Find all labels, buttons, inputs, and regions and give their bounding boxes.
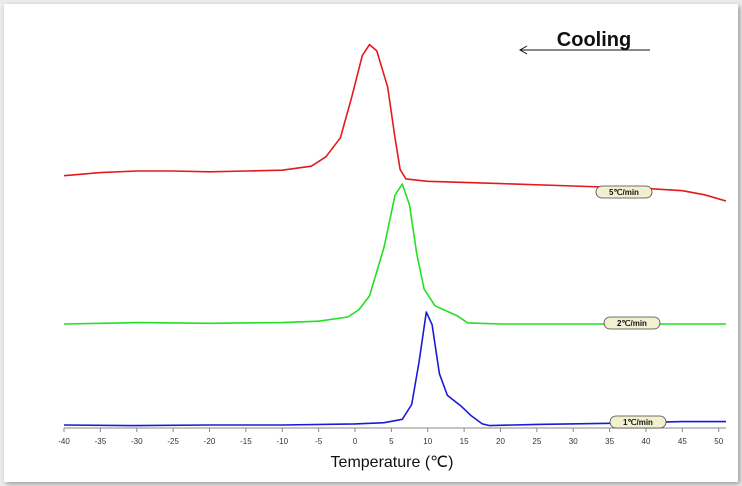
x-tick-label: -25 [167, 437, 179, 446]
cooling-text: Cooling [557, 29, 631, 51]
x-tick-label: 5 [389, 437, 394, 446]
x-tick-label: 35 [605, 437, 614, 446]
dsc-chart: -40 -35 -30 -25 -20 -15 -10 -5 0 5 10 15 20 25 30 35 40 4… [58, 29, 727, 471]
series-line-3 [63, 311, 726, 427]
x-tick-label: -35 [95, 437, 107, 446]
series-line-2 [63, 183, 726, 325]
x-tick-label: 30 [569, 437, 578, 446]
x-tick-label: 0 [353, 437, 358, 446]
series-label-3: 1℃/min [609, 415, 667, 429]
x-tick-label: -5 [315, 437, 323, 446]
series-label-text: 1℃/min [623, 418, 653, 427]
series-label-text: 2℃/min [617, 319, 647, 328]
series-label-badge [609, 415, 667, 429]
x-tick-label: 10 [423, 437, 432, 446]
x-tick-label: 45 [678, 437, 687, 446]
series-label-2: 2℃/min [603, 316, 661, 330]
series-line-1 [63, 43, 727, 202]
x-tick-label: -40 [58, 437, 70, 446]
x-tick-label: 25 [532, 437, 541, 446]
x-tick-label: -20 [204, 437, 216, 446]
x-tick-label: -15 [240, 437, 252, 446]
x-tick-label: -30 [131, 437, 143, 446]
x-tick-label: 40 [642, 437, 651, 446]
x-tick-label: 15 [460, 437, 469, 446]
cooling-arrow-head [518, 45, 528, 55]
x-axis-label: Temperature (℃) [331, 454, 454, 471]
series-label-badge [603, 316, 661, 330]
x-tick-label: -10 [276, 437, 288, 446]
chart-panel: -40 -35 -30 -25 -20 -15 -10 -5 0 5 10 15 20 25 30 35 40 4… [4, 4, 738, 482]
x-tick-label: 20 [496, 437, 505, 446]
x-tick-label: 50 [714, 437, 723, 446]
cooling-annotation: Cooling [518, 29, 650, 55]
series-label-text: 5℃/min [609, 188, 639, 197]
series-label-1: 5℃/min [595, 185, 653, 199]
series-label-badge [595, 185, 653, 199]
